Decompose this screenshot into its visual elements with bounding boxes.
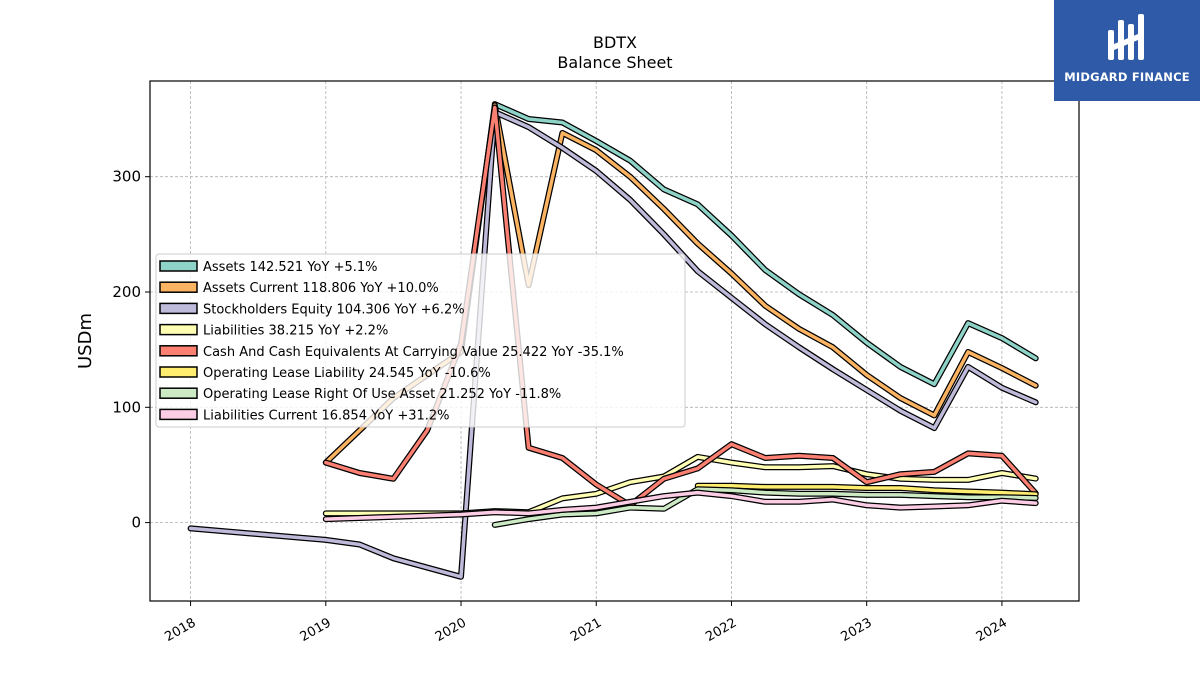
legend-swatch bbox=[159, 260, 198, 272]
legend-label: Assets Current 118.806 YoY +10.0% bbox=[203, 281, 439, 296]
series-assets bbox=[491, 101, 1039, 388]
series-line bbox=[493, 102, 1038, 386]
x-tick-label: 2018 bbox=[162, 615, 198, 645]
y-tick-label: 200 bbox=[112, 283, 141, 301]
y-axis-label: USDm bbox=[75, 313, 96, 369]
x-tick-label: 2019 bbox=[298, 615, 334, 645]
legend-swatch bbox=[159, 387, 198, 399]
legend-label: Operating Lease Liability 24.545 YoY -10… bbox=[203, 366, 491, 381]
x-axis-ticks: 2018 2019 2020 2021 2022 2023 2024 bbox=[162, 601, 1010, 645]
legend-label: Liabilities Current 16.854 YoY +31.2% bbox=[203, 408, 450, 423]
series-operating-lease-liability bbox=[694, 482, 1039, 498]
legend-label: Stockholders Equity 104.306 YoY +6.2% bbox=[203, 302, 465, 317]
legend-swatch bbox=[159, 281, 198, 293]
y-tick-label: 100 bbox=[112, 398, 141, 416]
legend-item: Liabilities Current 16.854 YoY +31.2% bbox=[159, 408, 450, 423]
series-line bbox=[324, 490, 1038, 521]
legend-item: Assets 142.521 YoY +5.1% bbox=[159, 260, 378, 275]
series-stockholders-equity bbox=[187, 109, 1039, 580]
logo-mark-icon bbox=[1108, 14, 1144, 60]
brand-name: MIDGARD FINANCE bbox=[1064, 70, 1190, 84]
brand-logo: MIDGARD FINANCE bbox=[1054, 0, 1200, 101]
legend-swatch bbox=[159, 345, 198, 357]
x-tick-label: 2022 bbox=[703, 615, 739, 645]
x-tick-label: 2024 bbox=[974, 615, 1010, 645]
legend-label: Operating Lease Right Of Use Asset 21.25… bbox=[203, 387, 561, 402]
legend-swatch bbox=[159, 323, 198, 336]
legend-swatch bbox=[159, 366, 198, 378]
plot-frame bbox=[149, 80, 1080, 602]
legend-item: Assets Current 118.806 YoY +10.0% bbox=[159, 281, 439, 296]
legend-item: Stockholders Equity 104.306 YoY +6.2% bbox=[159, 302, 465, 317]
legend-item: Operating Lease Liability 24.545 YoY -10… bbox=[159, 366, 491, 381]
series-liabilities-current bbox=[322, 489, 1039, 523]
series-line bbox=[493, 487, 1038, 527]
legend-label: Cash And Cash Equivalents At Carrying Va… bbox=[203, 345, 624, 360]
y-tick-label: 0 bbox=[131, 514, 141, 532]
legend-item: Cash And Cash Equivalents At Carrying Va… bbox=[159, 345, 624, 360]
legend-box bbox=[155, 253, 686, 428]
legend-swatch bbox=[159, 302, 198, 315]
x-tick-label: 2021 bbox=[568, 615, 604, 645]
legend-label: Assets 142.521 YoY +5.1% bbox=[203, 260, 378, 275]
legend: Assets 142.521 YoY +5.1% Assets Current 1… bbox=[155, 253, 686, 428]
x-tick-label: 2023 bbox=[839, 615, 875, 645]
series-line bbox=[188, 110, 1038, 579]
chart-subtitle: Balance Sheet bbox=[557, 53, 672, 72]
series-operating-lease-right-of-use-asset bbox=[491, 486, 1039, 528]
series-line bbox=[695, 483, 1038, 497]
x-tick-label: 2020 bbox=[433, 615, 469, 645]
legend-item: Liabilities 38.215 YoY +2.2% bbox=[159, 323, 388, 339]
legend-item: Operating Lease Right Of Use Asset 21.25… bbox=[159, 387, 561, 402]
legend-swatch bbox=[159, 408, 198, 421]
y-axis-ticks: 0 100 200 300 bbox=[112, 168, 150, 532]
y-tick-label: 300 bbox=[112, 168, 141, 186]
chart-title: BDTX bbox=[593, 33, 637, 52]
legend-label: Liabilities 38.215 YoY +2.2% bbox=[203, 324, 388, 339]
